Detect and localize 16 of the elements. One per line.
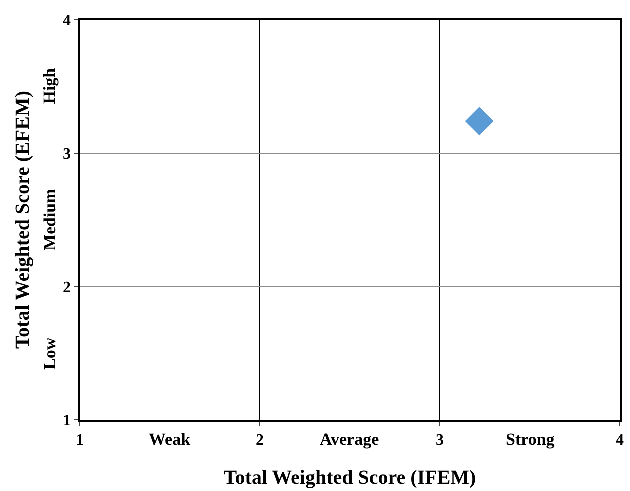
y-tick-label: 1 [63, 412, 72, 430]
y-tick-label: 4 [63, 12, 72, 30]
x-tick-label: 1 [76, 432, 84, 449]
text: High [40, 68, 59, 104]
text: Strong [506, 430, 556, 449]
text: Medium [40, 189, 60, 251]
text: Average [320, 430, 380, 449]
x-tick-label: 4 [616, 432, 624, 449]
y-tick-label: 3 [63, 146, 72, 163]
x-tick-label: 3 [436, 432, 444, 449]
x-axis-title: Total Weighted Score (IFEM) [224, 466, 476, 489]
x-tick-label: 2 [256, 432, 264, 449]
y-tick-label: 2 [63, 279, 72, 296]
text: Weak [149, 430, 192, 449]
text: Low [40, 337, 60, 370]
y-axis-title: Total Weighted Score (EFEM) [12, 91, 34, 349]
